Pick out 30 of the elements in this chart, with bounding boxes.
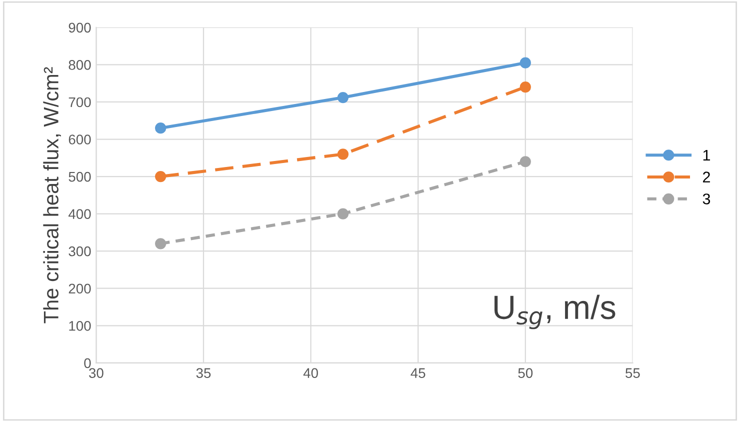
- x-tick-label: 30: [89, 368, 104, 378]
- point: [155, 170, 166, 182]
- point: [155, 238, 166, 250]
- point: [520, 156, 531, 168]
- point: [520, 57, 531, 68]
- y-tick-label: 300: [68, 246, 91, 256]
- x-tick-label: 50: [518, 368, 533, 378]
- y-tick-label: 600: [68, 134, 91, 144]
- legend-label: 3: [702, 194, 710, 204]
- point: [337, 92, 349, 104]
- y-tick-label: 0: [84, 358, 91, 368]
- y-tick-label: 400: [68, 209, 91, 219]
- point: [520, 82, 531, 93]
- point: [337, 148, 349, 160]
- legend-label: 1: [703, 150, 710, 160]
- y-tick-label: 200: [68, 284, 91, 294]
- point: [155, 122, 166, 134]
- x-axis-title: U$_{sg}$, m/s: [494, 294, 616, 330]
- point: [337, 208, 349, 220]
- x-tick-label: 55: [626, 368, 640, 378]
- y-tick-label: 800: [68, 60, 91, 70]
- y-axis-title: The critical heat flux, W/cm²: [43, 67, 61, 324]
- y-tick-label: 500: [68, 172, 91, 182]
- y-tick-label: 900: [68, 22, 91, 33]
- x-tick-label: 40: [303, 368, 318, 378]
- y-tick-label: 700: [68, 97, 91, 108]
- x-tick-label: 35: [196, 368, 211, 378]
- legend-label: 2: [703, 172, 710, 182]
- x-tick-label: 45: [410, 368, 426, 378]
- y-tick-label: 100: [69, 320, 91, 331]
